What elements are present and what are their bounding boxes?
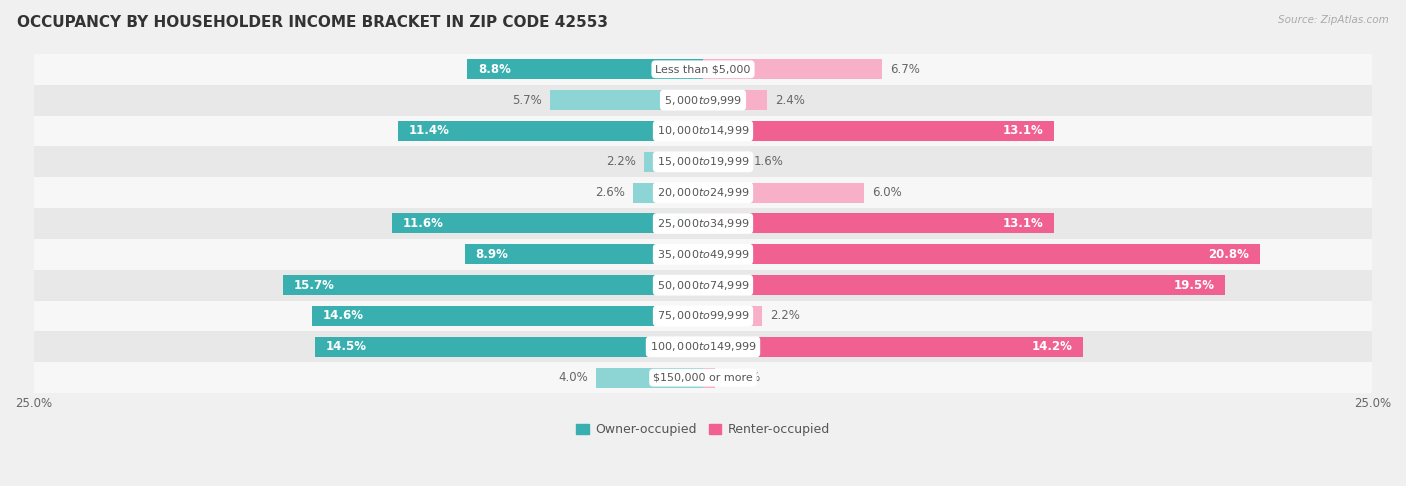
Text: 2.2%: 2.2% [770, 310, 800, 323]
Bar [703, 121, 1053, 141]
Text: 1.6%: 1.6% [754, 156, 783, 168]
Bar [703, 367, 714, 388]
Text: 2.6%: 2.6% [596, 186, 626, 199]
Bar [283, 275, 703, 295]
Bar [392, 213, 703, 233]
Bar [34, 208, 1372, 239]
Bar [703, 213, 1053, 233]
Text: 5.7%: 5.7% [513, 94, 543, 106]
Text: 8.9%: 8.9% [475, 248, 508, 261]
Text: 2.2%: 2.2% [606, 156, 636, 168]
Text: 0.44%: 0.44% [723, 371, 761, 384]
Bar [703, 244, 1260, 264]
Text: 19.5%: 19.5% [1174, 278, 1215, 292]
Bar [312, 306, 703, 326]
Bar [34, 239, 1372, 270]
Bar [398, 121, 703, 141]
Text: 14.5%: 14.5% [325, 340, 367, 353]
Text: 11.4%: 11.4% [409, 124, 450, 138]
Bar [315, 337, 703, 357]
Bar [34, 300, 1372, 331]
Bar [703, 275, 1225, 295]
Bar [34, 146, 1372, 177]
Text: $50,000 to $74,999: $50,000 to $74,999 [657, 278, 749, 292]
Text: 2.4%: 2.4% [775, 94, 806, 106]
Text: 4.0%: 4.0% [558, 371, 588, 384]
Text: $15,000 to $19,999: $15,000 to $19,999 [657, 156, 749, 168]
Text: 8.8%: 8.8% [478, 63, 510, 76]
Bar [464, 244, 703, 264]
Text: OCCUPANCY BY HOUSEHOLDER INCOME BRACKET IN ZIP CODE 42553: OCCUPANCY BY HOUSEHOLDER INCOME BRACKET … [17, 15, 607, 30]
Text: $35,000 to $49,999: $35,000 to $49,999 [657, 248, 749, 261]
Bar [467, 59, 703, 79]
Text: $150,000 or more: $150,000 or more [654, 373, 752, 382]
Bar [703, 306, 762, 326]
Text: 14.6%: 14.6% [323, 310, 364, 323]
Text: $100,000 to $149,999: $100,000 to $149,999 [650, 340, 756, 353]
Text: 13.1%: 13.1% [1002, 124, 1043, 138]
Bar [703, 183, 863, 203]
Bar [34, 54, 1372, 85]
Bar [703, 59, 883, 79]
Text: 6.7%: 6.7% [890, 63, 921, 76]
Bar [633, 183, 703, 203]
Text: Source: ZipAtlas.com: Source: ZipAtlas.com [1278, 15, 1389, 25]
Text: $20,000 to $24,999: $20,000 to $24,999 [657, 186, 749, 199]
Text: 13.1%: 13.1% [1002, 217, 1043, 230]
Bar [34, 116, 1372, 146]
Text: $10,000 to $14,999: $10,000 to $14,999 [657, 124, 749, 138]
Text: 6.0%: 6.0% [872, 186, 901, 199]
Text: Less than $5,000: Less than $5,000 [655, 64, 751, 74]
Legend: Owner-occupied, Renter-occupied: Owner-occupied, Renter-occupied [571, 418, 835, 441]
Text: $75,000 to $99,999: $75,000 to $99,999 [657, 310, 749, 323]
Text: 20.8%: 20.8% [1208, 248, 1250, 261]
Bar [34, 85, 1372, 116]
Bar [34, 362, 1372, 393]
Bar [34, 177, 1372, 208]
Bar [703, 152, 745, 172]
Bar [34, 331, 1372, 362]
Bar [703, 337, 1083, 357]
Bar [550, 90, 703, 110]
Text: 11.6%: 11.6% [404, 217, 444, 230]
Bar [34, 270, 1372, 300]
Text: $25,000 to $34,999: $25,000 to $34,999 [657, 217, 749, 230]
Text: $5,000 to $9,999: $5,000 to $9,999 [664, 94, 742, 106]
Bar [644, 152, 703, 172]
Bar [703, 90, 768, 110]
Text: 14.2%: 14.2% [1032, 340, 1073, 353]
Bar [596, 367, 703, 388]
Text: 15.7%: 15.7% [294, 278, 335, 292]
